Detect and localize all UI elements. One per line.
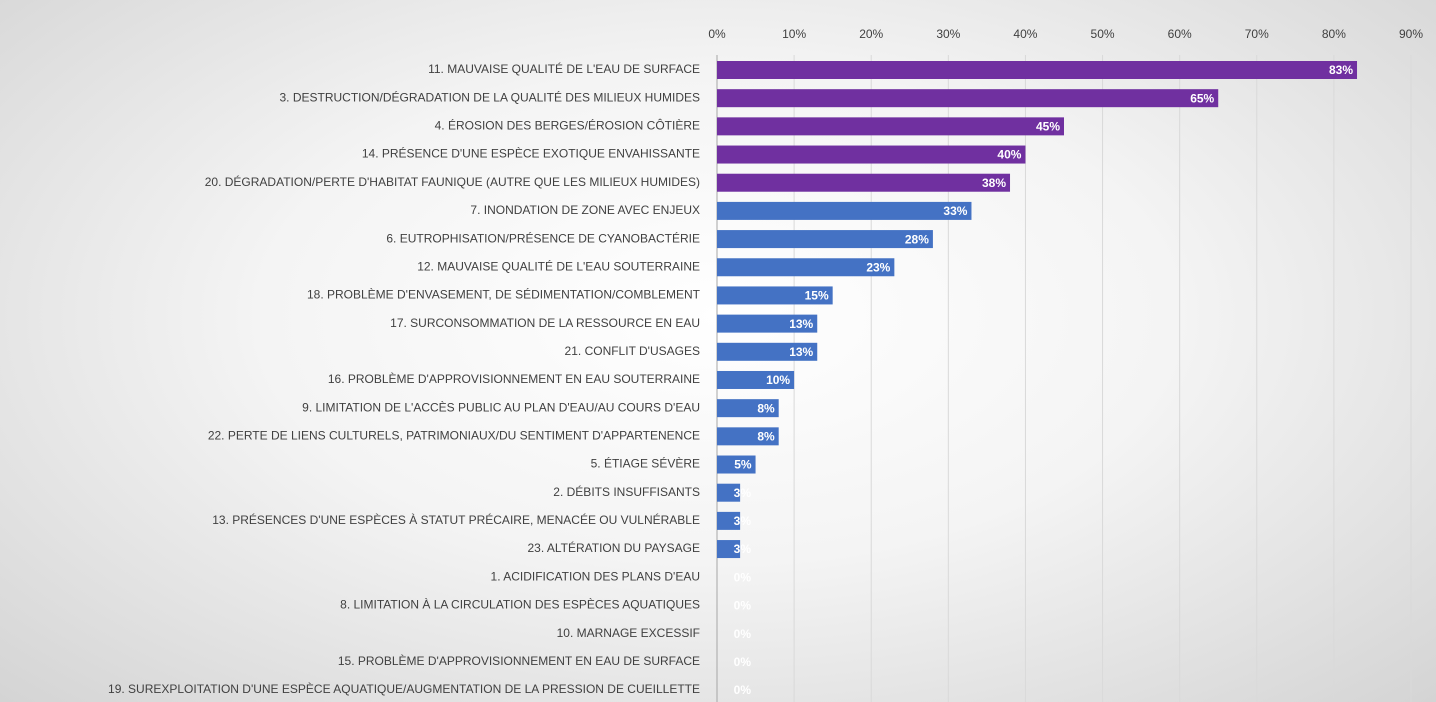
x-tick-label: 50%	[1091, 27, 1115, 41]
category-label: 3. DESTRUCTION/DÉGRADATION DE LA QUALITÉ…	[279, 89, 700, 104]
x-tick-label: 0%	[708, 27, 726, 41]
data-label: 10%	[766, 373, 790, 387]
category-label: 16. PROBLÈME D'APPROVISIONNEMENT EN EAU …	[328, 371, 700, 386]
data-label: 3%	[734, 486, 752, 500]
data-label: 0%	[734, 570, 752, 584]
data-label: 0%	[734, 683, 752, 697]
category-label: 21. CONFLIT D'USAGES	[565, 344, 700, 358]
bar	[717, 173, 1011, 192]
data-label: 8%	[757, 401, 775, 415]
bar	[717, 314, 818, 333]
data-label: 33%	[943, 204, 967, 218]
bar	[717, 540, 741, 559]
category-label: 14. PRÉSENCE D'UNE ESPÈCE EXOTIQUE ENVAH…	[362, 146, 700, 161]
category-label: 23. ALTÉRATION DU PAYSAGE	[528, 540, 701, 555]
data-label: 65%	[1190, 91, 1214, 105]
data-label: 0%	[734, 627, 752, 641]
category-label: 1. ACIDIFICATION DES PLANS D'EAU	[491, 569, 700, 583]
data-label: 83%	[1329, 63, 1353, 77]
bar	[717, 286, 833, 305]
category-label: 5. ÉTIAGE SÉVÈRE	[591, 456, 700, 471]
category-label: 13. PRÉSENCES D'UNE ESPÈCES À STATUT PRÉ…	[212, 512, 700, 527]
bar	[717, 117, 1064, 136]
x-tick-label: 80%	[1322, 27, 1346, 41]
data-label: 38%	[982, 176, 1006, 190]
data-label: 15%	[805, 289, 829, 303]
bar	[717, 258, 895, 277]
category-label: 22. PERTE DE LIENS CULTURELS, PATRIMONIA…	[208, 429, 700, 443]
data-label: 23%	[866, 260, 890, 274]
category-label: 20. DÉGRADATION/PERTE D'HABITAT FAUNIQUE…	[205, 174, 700, 189]
category-label: 18. PROBLÈME D'ENVASEMENT, DE SÉDIMENTAT…	[307, 287, 701, 302]
category-label: 17. SURCONSOMMATION DE LA RESSOURCE EN E…	[390, 316, 700, 330]
x-tick-label: 20%	[859, 27, 883, 41]
data-label: 28%	[905, 232, 929, 246]
bar	[717, 89, 1219, 108]
bar	[717, 455, 756, 474]
bar	[717, 201, 972, 220]
data-label: 0%	[734, 655, 752, 669]
x-tick-label: 30%	[936, 27, 960, 41]
category-label: 7. INONDATION DE ZONE AVEC ENJEUX	[470, 203, 700, 217]
data-label: 3%	[734, 542, 752, 556]
x-tick-label: 40%	[1013, 27, 1037, 41]
category-label: 6. EUTROPHISATION/PRÉSENCE DE CYANOBACTÉ…	[386, 230, 700, 245]
x-tick-label: 70%	[1245, 27, 1269, 41]
data-label: 13%	[789, 317, 813, 331]
x-tick-label: 60%	[1168, 27, 1192, 41]
x-tick-label: 90%	[1399, 27, 1423, 41]
category-label: 10. MARNAGE EXCESSIF	[557, 626, 700, 640]
data-label: 5%	[734, 458, 752, 472]
category-label: 9. LIMITATION DE L'ACCÈS PUBLIC AU PLAN …	[302, 399, 700, 414]
x-tick-label: 10%	[782, 27, 806, 41]
category-label: 11. MAUVAISE QUALITÉ DE L'EAU DE SURFACE	[428, 61, 700, 76]
category-label: 19. SUREXPLOITATION D'UNE ESPÈCE AQUATIQ…	[108, 681, 700, 696]
data-label: 0%	[734, 599, 752, 613]
bar	[717, 483, 741, 502]
bar	[717, 511, 741, 530]
bar	[717, 427, 779, 446]
bar	[717, 145, 1026, 164]
category-label: 8. LIMITATION À LA CIRCULATION DES ESPÈC…	[340, 597, 700, 612]
bar	[717, 342, 818, 361]
data-label: 3%	[734, 514, 752, 528]
data-label: 13%	[789, 345, 813, 359]
category-label: 15. PROBLÈME D'APPROVISIONNEMENT EN EAU …	[338, 653, 700, 668]
category-label: 12. MAUVAISE QUALITÉ DE L'EAU SOUTERRAIN…	[417, 258, 700, 273]
bar	[717, 230, 933, 249]
bar	[717, 399, 779, 418]
data-label: 8%	[757, 430, 775, 444]
data-label: 40%	[997, 148, 1021, 162]
category-label: 4. ÉROSION DES BERGES/ÉROSION CÔTIÈRE	[435, 118, 700, 133]
bar	[717, 61, 1358, 79]
category-label: 2. DÉBITS INSUFFISANTS	[553, 484, 700, 499]
bar	[717, 370, 795, 389]
data-label: 45%	[1036, 120, 1060, 134]
